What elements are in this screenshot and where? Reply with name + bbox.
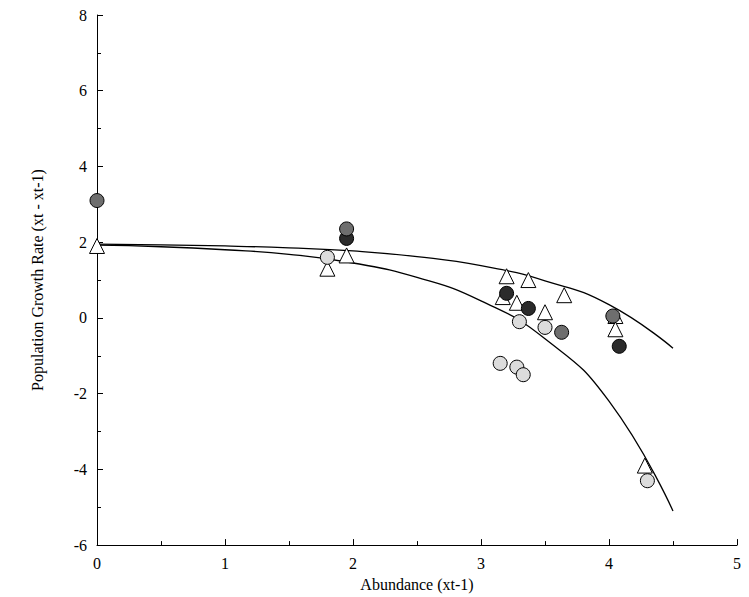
svg-text:8: 8 [79, 7, 87, 24]
svg-text:5: 5 [733, 555, 741, 572]
svg-text:0: 0 [93, 555, 101, 572]
svg-text:2: 2 [349, 555, 357, 572]
svg-text:4: 4 [605, 555, 613, 572]
svg-text:Abundance (xt-1): Abundance (xt-1) [360, 576, 473, 594]
svg-text:-2: -2 [74, 385, 87, 402]
svg-text:-6: -6 [74, 537, 87, 554]
svg-text:4: 4 [79, 158, 87, 175]
svg-text:2: 2 [79, 234, 87, 251]
svg-text:1: 1 [221, 555, 229, 572]
svg-text:Population Growth Rate (xt - x: Population Growth Rate (xt - xt-1) [29, 169, 47, 391]
svg-text:6: 6 [79, 82, 87, 99]
svg-text:0: 0 [79, 309, 87, 326]
svg-text:-4: -4 [74, 461, 87, 478]
svg-text:3: 3 [477, 555, 485, 572]
